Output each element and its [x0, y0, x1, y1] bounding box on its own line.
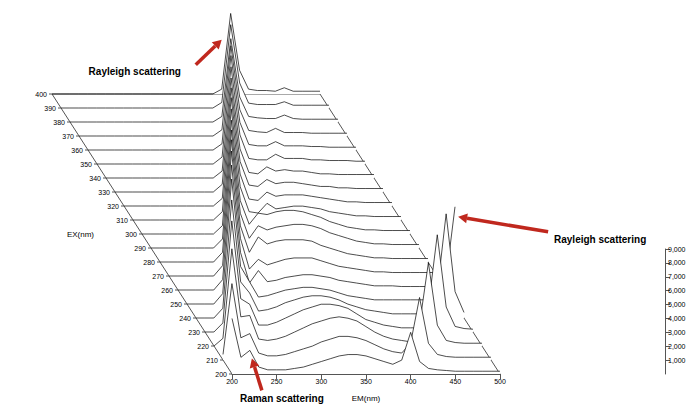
svg-text:7,000: 7,000 — [668, 273, 686, 280]
svg-text:220: 220 — [197, 343, 209, 350]
svg-text:250: 250 — [271, 378, 283, 385]
svg-text:260: 260 — [161, 287, 173, 294]
svg-text:EM(nm): EM(nm) — [352, 394, 381, 403]
svg-text:280: 280 — [143, 259, 155, 266]
svg-text:300: 300 — [125, 231, 137, 238]
svg-text:6,000: 6,000 — [668, 287, 686, 294]
svg-text:370: 370 — [62, 133, 74, 140]
svg-text:3,000: 3,000 — [668, 329, 686, 336]
svg-text:Rayleigh scattering: Rayleigh scattering — [89, 66, 181, 77]
svg-text:310: 310 — [116, 217, 128, 224]
svg-text:350: 350 — [360, 378, 372, 385]
svg-text:300: 300 — [315, 378, 327, 385]
svg-text:EX(nm): EX(nm) — [67, 230, 94, 239]
svg-text:2,000: 2,000 — [668, 343, 686, 350]
svg-text:320: 320 — [107, 203, 119, 210]
svg-text:380: 380 — [53, 119, 65, 126]
svg-text:4,000: 4,000 — [668, 315, 686, 322]
svg-text:400: 400 — [405, 378, 417, 385]
svg-text:450: 450 — [449, 378, 461, 385]
svg-text:340: 340 — [89, 175, 101, 182]
svg-text:240: 240 — [179, 315, 191, 322]
svg-text:250: 250 — [170, 301, 182, 308]
svg-text:200: 200 — [215, 371, 227, 378]
svg-text:1,000: 1,000 — [668, 357, 686, 364]
svg-text:360: 360 — [71, 147, 83, 154]
svg-text:500: 500 — [494, 378, 506, 385]
svg-text:400: 400 — [35, 91, 47, 98]
svg-text:230: 230 — [188, 329, 200, 336]
svg-text:8,000: 8,000 — [668, 259, 686, 266]
svg-text:210: 210 — [206, 357, 218, 364]
svg-text:270: 270 — [152, 273, 164, 280]
svg-text:5,000: 5,000 — [668, 301, 686, 308]
svg-text:200: 200 — [226, 378, 238, 385]
svg-text:290: 290 — [134, 245, 146, 252]
svg-text:350: 350 — [80, 161, 92, 168]
svg-text:390: 390 — [44, 105, 56, 112]
svg-text:Raman scattering: Raman scattering — [240, 393, 324, 404]
svg-text:330: 330 — [98, 189, 110, 196]
svg-text:Rayleigh scattering: Rayleigh scattering — [554, 234, 646, 245]
svg-text:9,000: 9,000 — [668, 246, 686, 253]
